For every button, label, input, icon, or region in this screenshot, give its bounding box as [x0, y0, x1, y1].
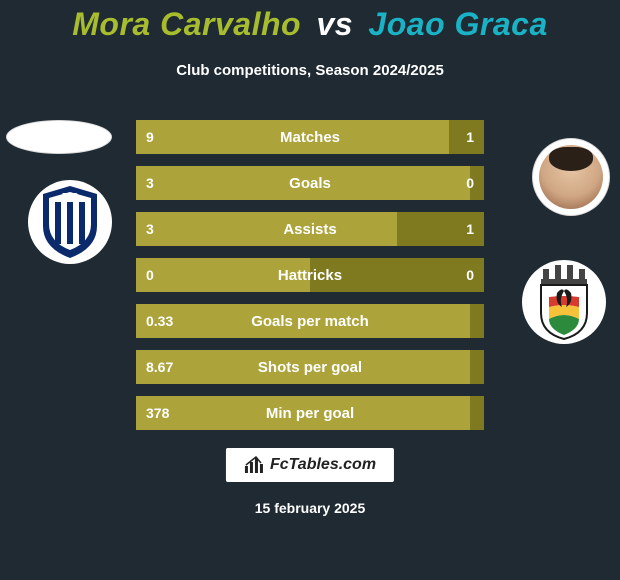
title-player2: Joao Graca	[368, 6, 547, 42]
stat-row: 3 0 Goals	[136, 166, 484, 200]
face-icon	[539, 145, 603, 209]
stat-value-right: 1	[456, 212, 484, 246]
rio-ave-crest-icon	[529, 263, 599, 341]
title-vs: vs	[316, 6, 353, 42]
branding-text: FcTables.com	[270, 456, 376, 474]
stat-value-right	[464, 304, 484, 338]
club1-logo: FCP	[28, 180, 112, 264]
stat-value-right: 0	[456, 258, 484, 292]
title-player1: Mora Carvalho	[72, 6, 301, 42]
comparison-infographic: Mora Carvalho vs Joao Graca Club competi…	[0, 0, 620, 580]
stat-row: 0 0 Hattricks	[136, 258, 484, 292]
stat-bar-left	[136, 212, 397, 246]
stat-value-left: 9	[136, 120, 164, 154]
stat-label: Assists	[283, 221, 336, 238]
stats-rows: 9 1 Matches 3 0 Goals 3 1 Assists 0 0 Hattricks 0.33…	[136, 120, 484, 442]
stat-label: Min per goal	[266, 405, 354, 422]
bar-chart-icon	[244, 456, 264, 474]
player1-avatar	[6, 120, 112, 154]
stat-value-right: 1	[456, 120, 484, 154]
stat-value-left: 3	[136, 212, 164, 246]
stat-row: 378 Min per goal	[136, 396, 484, 430]
svg-text:FCP: FCP	[62, 192, 79, 201]
stat-label: Matches	[280, 129, 340, 146]
stat-row: 3 1 Assists	[136, 212, 484, 246]
footer-date: 15 february 2025	[0, 500, 620, 516]
stat-row: 0.33 Goals per match	[136, 304, 484, 338]
stat-label: Goals per match	[251, 313, 369, 330]
stat-row: 9 1 Matches	[136, 120, 484, 154]
stat-value-right	[464, 396, 484, 430]
stat-label: Goals	[289, 175, 331, 192]
stat-row: 8.67 Shots per goal	[136, 350, 484, 384]
stat-value-left: 378	[136, 396, 179, 430]
stat-value-right: 0	[456, 166, 484, 200]
stat-value-left: 3	[136, 166, 164, 200]
stat-value-left: 0	[136, 258, 164, 292]
branding-badge: FcTables.com	[226, 448, 394, 482]
page-title: Mora Carvalho vs Joao Graca	[0, 6, 620, 43]
stat-label: Shots per goal	[258, 359, 362, 376]
stat-label: Hattricks	[278, 267, 342, 284]
stat-value-left: 8.67	[136, 350, 183, 384]
porto-crest-icon: FCP	[35, 184, 105, 260]
stat-value-left: 0.33	[136, 304, 183, 338]
stat-value-right	[464, 350, 484, 384]
player2-avatar	[532, 138, 610, 216]
club2-logo	[522, 260, 606, 344]
subtitle: Club competitions, Season 2024/2025	[0, 62, 620, 79]
